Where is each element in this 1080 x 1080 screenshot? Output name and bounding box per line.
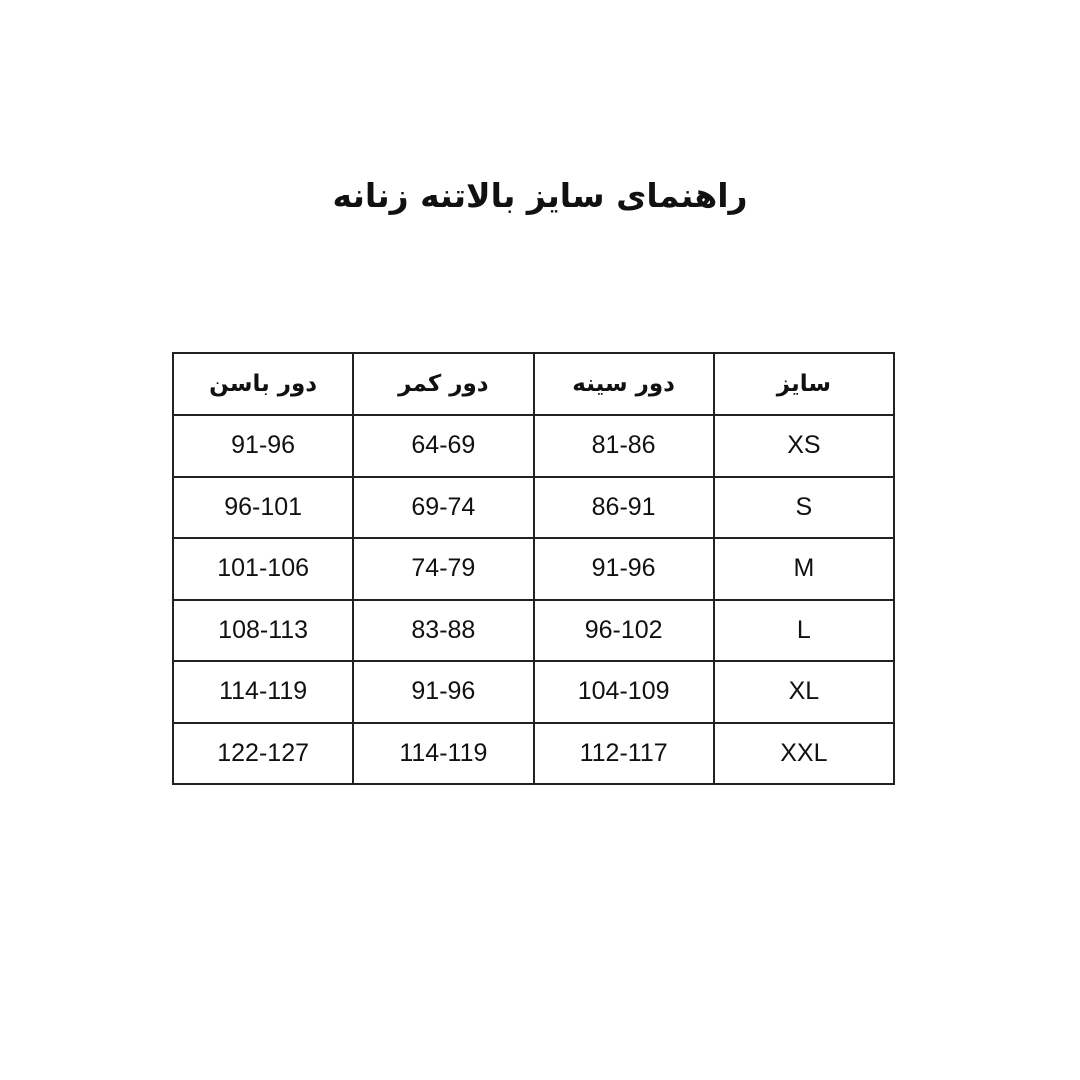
table-row: XS 81-86 64-69 91-96 [171, 414, 896, 478]
header-size: سایز [712, 352, 896, 416]
header-waist: دور کمر [352, 352, 535, 416]
chest-cell: 91-96 [532, 537, 715, 601]
waist-cell: 74-79 [352, 537, 535, 601]
table-row: S 86-91 69-74 96-101 [171, 475, 896, 539]
hip-cell: 101-106 [171, 537, 355, 601]
header-chest: دور سینه [532, 352, 715, 416]
chest-cell: 104-109 [532, 660, 715, 724]
hip-cell: 91-96 [171, 414, 355, 478]
chest-cell: 86-91 [532, 475, 715, 539]
size-cell: M [712, 537, 896, 601]
size-cell: XL [712, 660, 896, 724]
table-row: XXL 112-117 114-119 122-127 [171, 721, 896, 785]
hip-cell: 114-119 [171, 660, 355, 724]
waist-cell: 69-74 [352, 475, 535, 539]
header-hip: دور باسن [171, 352, 355, 416]
hip-cell: 122-127 [171, 721, 355, 785]
table-header-row: سایز دور سینه دور کمر دور باسن [171, 352, 896, 416]
chest-cell: 81-86 [532, 414, 715, 478]
hip-cell: 96-101 [171, 475, 355, 539]
chest-cell: 112-117 [532, 721, 715, 785]
hip-cell: 108-113 [171, 598, 355, 662]
chest-cell: 96-102 [532, 598, 715, 662]
table-row: M 91-96 74-79 101-106 [171, 537, 896, 601]
size-cell: L [712, 598, 896, 662]
waist-cell: 114-119 [352, 721, 535, 785]
table-row: XL 104-109 91-96 114-119 [171, 660, 896, 724]
table-row: L 96-102 83-88 108-113 [171, 598, 896, 662]
size-cell: XXL [712, 721, 896, 785]
waist-cell: 83-88 [352, 598, 535, 662]
waist-cell: 64-69 [352, 414, 535, 478]
size-table: سایز دور سینه دور کمر دور باسن XS 81-86 64… [171, 352, 896, 785]
size-cell: S [712, 475, 896, 539]
waist-cell: 91-96 [352, 660, 535, 724]
page-title: راهنمای سایز بالاتنه زنانه [332, 176, 748, 215]
size-cell: XS [712, 414, 896, 478]
